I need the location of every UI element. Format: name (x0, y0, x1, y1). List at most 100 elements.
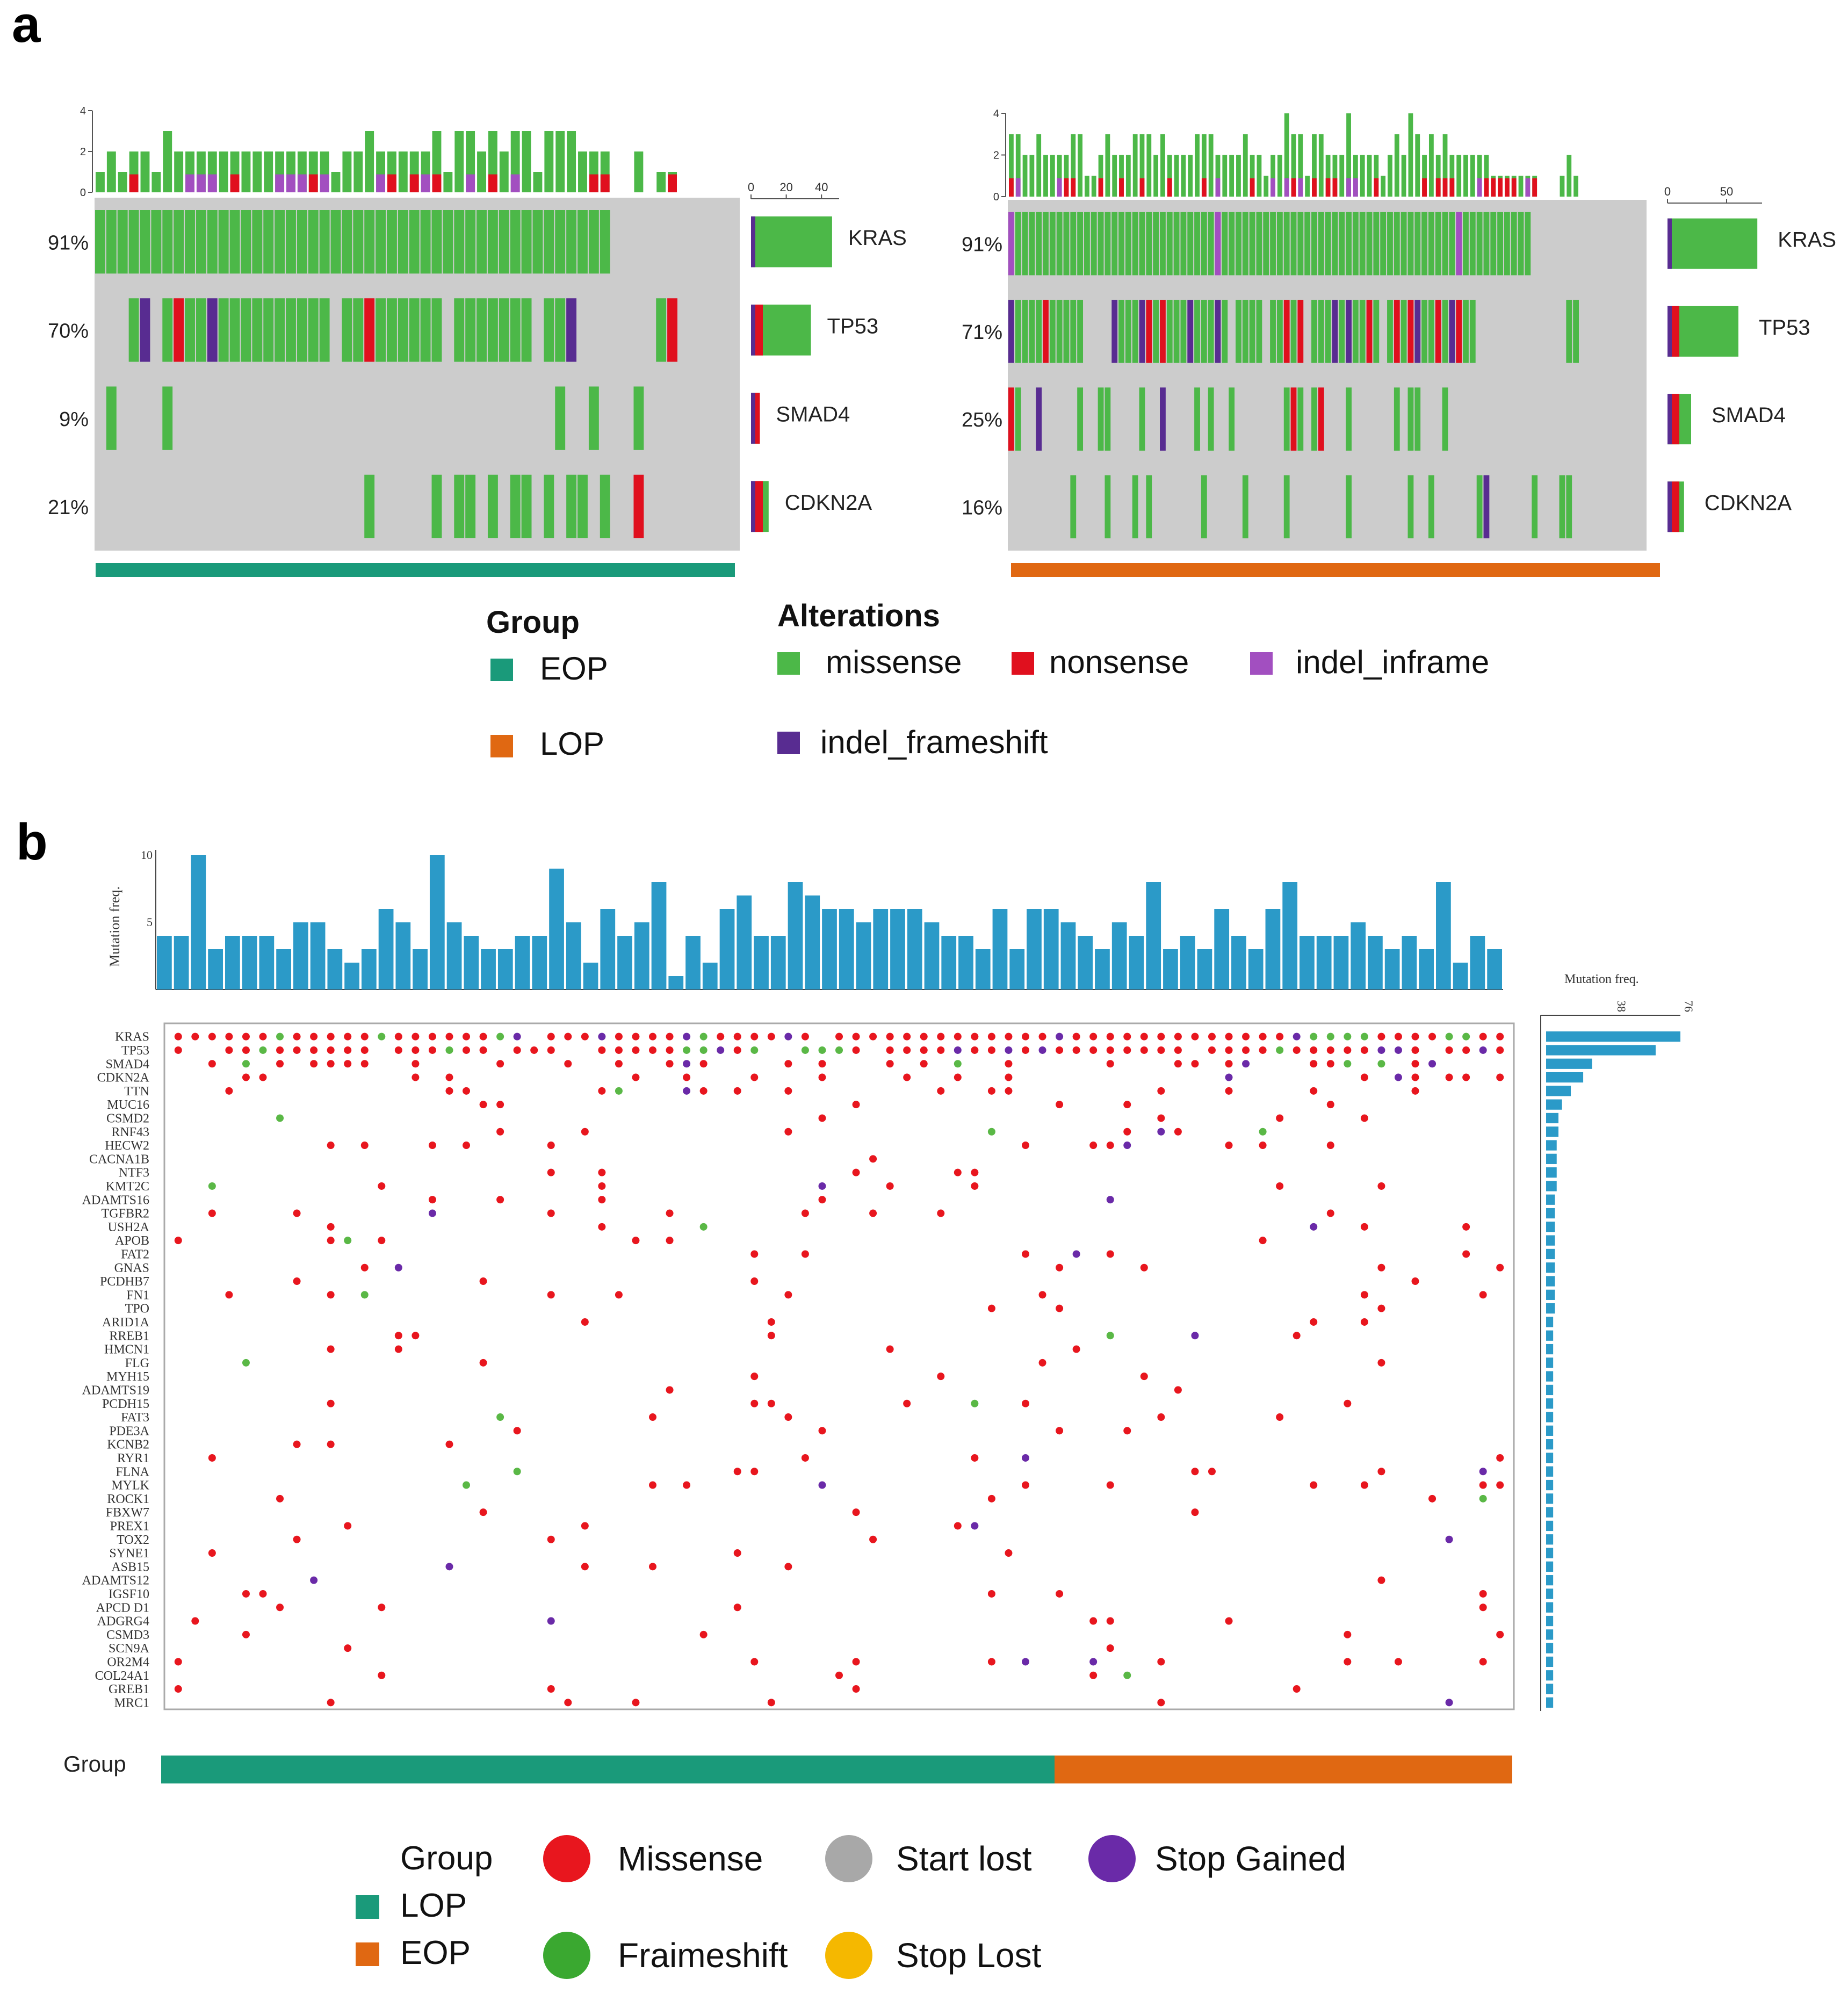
alteration-cell (1236, 212, 1241, 276)
alteration-cell (1483, 212, 1490, 276)
mutation-dot (513, 1427, 521, 1435)
top-freq-bar (1487, 949, 1502, 989)
alteration-cell (1070, 212, 1077, 276)
mutation-dot (1072, 1345, 1080, 1353)
mutation-dot (1225, 1073, 1233, 1081)
top-freq-bar (1163, 949, 1178, 989)
alteration-cell (218, 210, 229, 274)
mutation-dot (344, 1046, 352, 1054)
mutation-dot (1479, 1658, 1487, 1666)
alteration-cell (162, 210, 173, 274)
right-freq-bar (1546, 1384, 1554, 1396)
legend-a-lop-label: LOP (540, 726, 604, 762)
mutation-dot (1005, 1549, 1013, 1557)
right-freq-bar (1546, 1656, 1554, 1667)
top-freq-bar (191, 855, 206, 989)
mutation-dot (344, 1032, 352, 1041)
alteration-cell (1463, 300, 1469, 363)
mutation-dot (852, 1658, 860, 1666)
mutation-dot (869, 1535, 877, 1543)
mutation-dot (886, 1182, 894, 1190)
mutation-dot (191, 1617, 199, 1625)
top-count-bar (140, 151, 150, 192)
mutation-dot (886, 1046, 894, 1054)
legend-nonsense-swatch (1012, 652, 1034, 675)
dot-gene-label: SYNE1 (109, 1547, 149, 1561)
mutation-dot (1056, 1032, 1064, 1041)
mutation-dot (1208, 1468, 1216, 1476)
mutation-dot (987, 1494, 995, 1503)
alteration-cell (1449, 212, 1455, 276)
top-count-bar (353, 151, 363, 192)
mutation-dot (1106, 1617, 1114, 1625)
mutation-dot (852, 1032, 860, 1041)
mutation-dot (174, 1685, 182, 1693)
mutation-dot (293, 1440, 301, 1448)
mutation-dot (1344, 1399, 1352, 1407)
alteration-cell (1373, 212, 1380, 276)
dot-gene-label: ARID1A (102, 1316, 150, 1330)
top-count-bar (1305, 176, 1310, 197)
mutation-dot (1174, 1060, 1182, 1068)
top-freq-bar (344, 963, 359, 989)
gene-percentage: 25% (962, 409, 1002, 431)
mutation-dot (242, 1032, 250, 1041)
dot-gene-label: USH2A (108, 1220, 150, 1234)
top-count-bar (1236, 155, 1241, 197)
alteration-cell (1352, 300, 1359, 363)
mutation-dot (1242, 1060, 1250, 1068)
mutation-dot (412, 1073, 420, 1081)
alteration-cell (1346, 387, 1352, 451)
mutation-dot (479, 1277, 487, 1285)
mutation-dot (649, 1481, 657, 1489)
top-count-bar-segment (1298, 178, 1303, 197)
mutation-dot (818, 1060, 826, 1068)
dot-gene-label: IGSF10 (109, 1587, 149, 1601)
mutation-dot (1377, 1304, 1385, 1312)
alteration-cell (1222, 212, 1228, 276)
top-count-bar (1470, 155, 1475, 197)
alteration-cell (1428, 475, 1434, 539)
alteration-cell (1497, 212, 1503, 276)
mutation-dot (649, 1032, 657, 1041)
mutation-dot (1174, 1386, 1182, 1394)
mutation-dot (445, 1046, 453, 1054)
mutation-dot (1276, 1413, 1284, 1421)
dot-matrix-frame (163, 1022, 1515, 1710)
dot-gene-label: PDE3A (109, 1424, 149, 1438)
alteration-cell (364, 210, 375, 274)
mutation-dot (954, 1522, 962, 1530)
mutation-dot (327, 1399, 335, 1407)
mutation-dot (1208, 1046, 1216, 1054)
mutation-dot (750, 1032, 759, 1041)
mutation-dot (987, 1087, 995, 1095)
mutation-dot (276, 1032, 284, 1041)
right-freq-bar (1546, 1235, 1555, 1246)
alteration-cell (465, 298, 476, 362)
alteration-cell (1421, 212, 1427, 276)
mutation-dot (1310, 1046, 1318, 1054)
top-count-bar (1125, 155, 1131, 197)
mutation-dot (242, 1630, 250, 1638)
dot-gene-label: MRC1 (114, 1696, 149, 1710)
mutation-dot (1462, 1223, 1470, 1231)
mutation-dot (242, 1590, 250, 1598)
top-freq-tick-label: 5 (147, 915, 153, 929)
top-count-bar (241, 151, 251, 192)
mutation-dot (1411, 1046, 1419, 1054)
top-count-bar (1264, 176, 1269, 197)
mutation-dot (1411, 1073, 1419, 1081)
top-freq-bar (873, 909, 889, 989)
alteration-cell (1407, 387, 1414, 451)
mutation-dot (699, 1032, 708, 1041)
mutation-dot (699, 1630, 708, 1638)
top-freq-bar (1316, 936, 1332, 989)
mutation-dot (1038, 1291, 1046, 1299)
top-freq-bar (446, 922, 462, 989)
alteration-cell (229, 210, 240, 274)
alteration-cell (1283, 300, 1290, 363)
mutation-dot (598, 1223, 606, 1231)
